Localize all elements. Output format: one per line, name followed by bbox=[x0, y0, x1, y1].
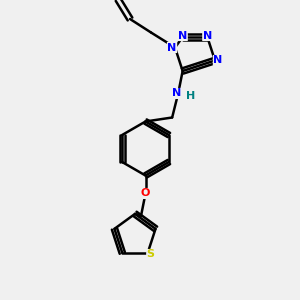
Text: N: N bbox=[167, 43, 177, 52]
Text: N: N bbox=[203, 31, 212, 40]
Text: N: N bbox=[213, 56, 223, 65]
Text: N: N bbox=[178, 31, 187, 40]
Text: O: O bbox=[141, 188, 150, 199]
Text: N: N bbox=[172, 88, 181, 98]
Text: S: S bbox=[147, 250, 155, 260]
Text: H: H bbox=[185, 92, 195, 101]
